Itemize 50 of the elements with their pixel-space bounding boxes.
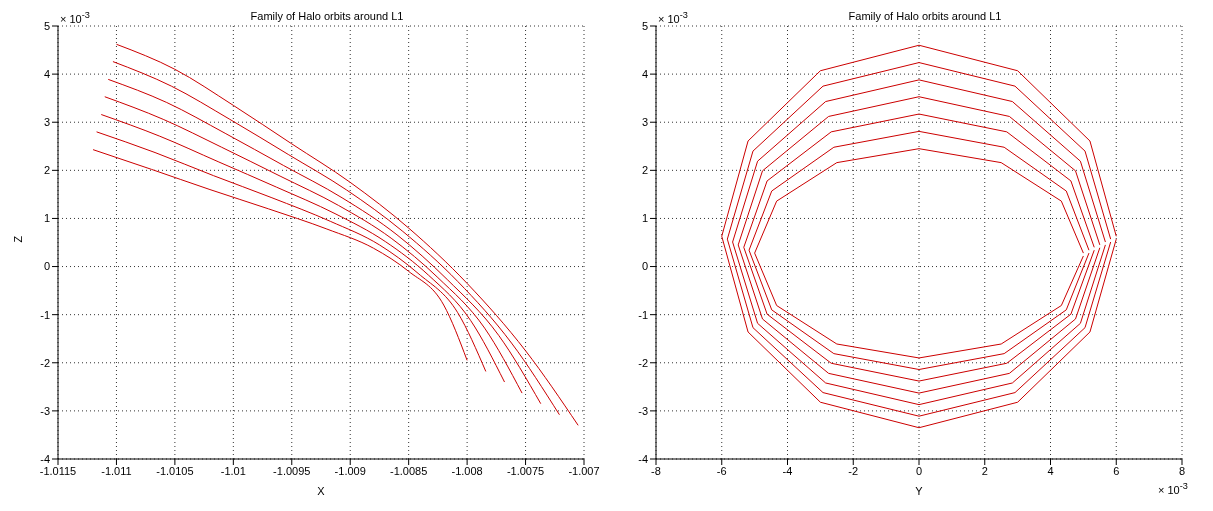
x-tick-label: -1.0095 (273, 464, 311, 477)
y-tick-label: 4 (641, 68, 648, 81)
x-tick-label: -1.011 (101, 464, 132, 477)
y-tick-label: 1 (43, 212, 50, 225)
y-tick-label: 0 (43, 260, 50, 273)
y-tick-label: -4 (638, 452, 648, 465)
y-tick-label: 4 (43, 68, 50, 81)
y-tick-label: 2 (43, 164, 50, 177)
x-tick-label: 2 (981, 464, 988, 477)
text: × 10$^{-3}$ (658, 10, 688, 25)
x-tick-label: -1.0075 (506, 464, 545, 477)
x-tick-label: -8 (651, 464, 661, 477)
y-tick-label: 5 (43, 19, 50, 32)
y-tick-label: 2 (641, 164, 648, 177)
y-tick-label: -2 (638, 356, 648, 369)
x-tick-label: -1.009 (334, 464, 366, 477)
x-tick-label: -1.0115 (39, 464, 77, 477)
chart-title: Family of Halo orbits around L1 (250, 10, 404, 22)
line-series (96, 131, 487, 372)
text: × 10$^{-3}$ (60, 10, 90, 25)
chart-title: Family of Halo orbits around L1 (848, 10, 1002, 22)
line-series (92, 149, 468, 361)
text: × 10$^{-3}$ (1158, 481, 1188, 496)
x-tick-label: -1.007 (568, 464, 600, 477)
x-axis-title: Y (915, 485, 924, 497)
x-tick-label: 4 (1047, 464, 1054, 477)
y-tick-label: -1 (40, 308, 50, 321)
y-tick-label: 3 (641, 116, 648, 129)
x-tick-label: -1.0105 (156, 464, 194, 477)
x-tick-label: -1.01 (220, 464, 246, 477)
y-tick-label: -3 (40, 404, 50, 417)
x-tick-label: -2 (848, 464, 859, 477)
x-tick-label: 6 (1113, 464, 1120, 477)
x-axis-title: X (317, 485, 326, 497)
y-tick-label: 5 (641, 19, 648, 32)
x-tick-label: -1.0085 (390, 464, 428, 477)
y-tick-label: -2 (40, 356, 50, 369)
line-series (754, 148, 1084, 359)
y-tick-label: 0 (641, 260, 648, 273)
x-tick-label: -6 (716, 464, 727, 477)
x-tick-label: -4 (782, 464, 793, 477)
y-tick-label: -4 (40, 452, 50, 465)
y-tick-label: -3 (638, 404, 648, 417)
y-tick-label: -1 (638, 308, 648, 321)
x-tick-label: 8 (1178, 464, 1186, 477)
x-tick-label: 0 (915, 464, 923, 477)
y-tick-label: 3 (43, 116, 50, 129)
y-axis-title: Z (11, 235, 24, 243)
y-tick-label: 1 (641, 212, 648, 225)
x-tick-label: -1.008 (451, 464, 483, 477)
